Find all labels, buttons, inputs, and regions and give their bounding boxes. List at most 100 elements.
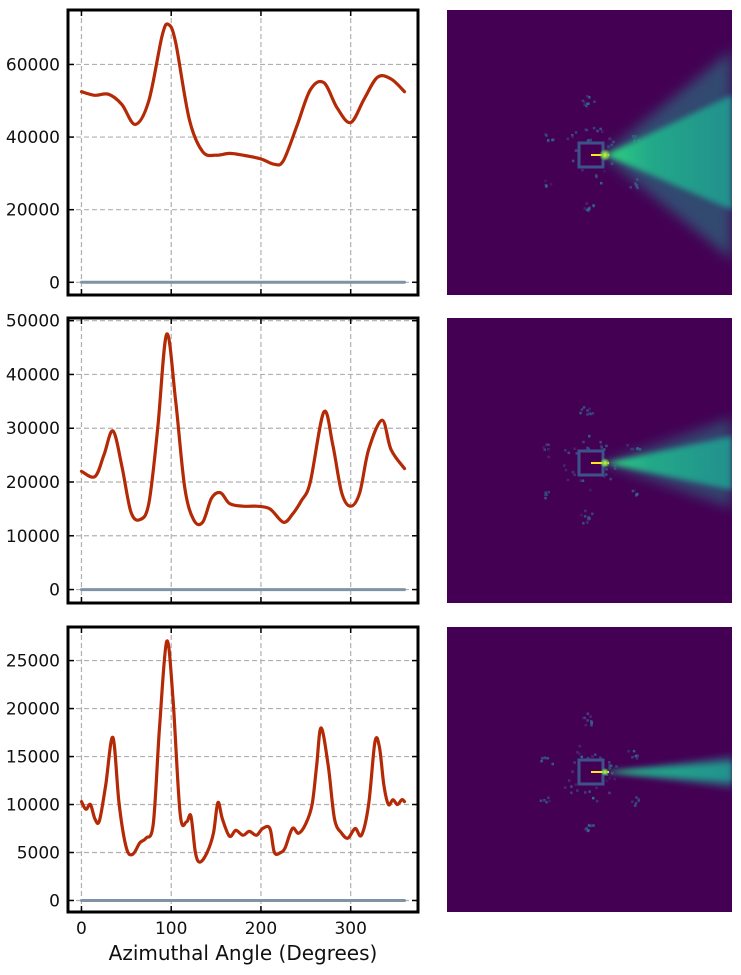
y-tick-label: 10000 [6,527,60,547]
speckle-pixel [590,720,593,723]
speckle-pixel [582,522,585,525]
speckle-pixel [547,490,550,494]
speckle-pixel [599,440,602,444]
speckle-pixel [571,770,574,773]
speckle-pixel [627,750,630,753]
speckle-pixel [605,468,608,471]
speckle-pixel [592,824,595,827]
beam-core [605,436,732,490]
speckle-pixel [603,170,606,173]
speckle-pixel [583,716,586,720]
speckle-pixel [608,761,611,764]
speckle-pixel [574,783,577,786]
speckle-pixel [587,209,590,213]
speckle-pixel [634,754,638,758]
intensity-series-line [79,332,407,527]
speckle-pixel [608,777,611,780]
speckle-pixel [633,804,637,807]
speckle-pixel [544,493,547,497]
speckle-pixel [545,185,548,188]
speckle-pixel [631,756,634,759]
speckle-pixel [539,799,543,802]
speckle-pixel [545,134,548,137]
direct-beam-spot [600,458,610,468]
detector-image-1 [447,10,732,295]
speckle-pixel [610,143,613,147]
speckle-pixel [591,412,595,415]
speckle-pixel [576,789,579,792]
y-tick-label: 60000 [6,55,60,75]
line-panel-3: 0 5000 10000 15000 20000 25000 0 100 200 300 [6,625,420,939]
speckle-pixel [601,130,604,133]
direct-beam-spot [599,149,611,161]
panel-background [68,627,418,912]
speckle-pixel [605,473,608,476]
speckle-pixel [632,749,636,753]
speckle-pixel [608,767,611,770]
speckle-pixel [613,467,617,470]
speckle-pixel [631,489,635,493]
speckle-pixel [586,719,589,722]
speckle-pixel [592,204,595,207]
speckle-pixel [584,103,588,106]
speckle-pixel [600,181,603,185]
speckle-pixel [609,764,613,767]
speckle-pixel [543,798,546,802]
panel-background [68,10,418,295]
speckle-pixel [546,757,550,760]
speckle-pixel [584,723,588,727]
speckle-pixel [589,715,592,718]
speckle-pixel [579,479,582,482]
beam-core [605,95,732,210]
speckle-pixel [573,473,576,477]
speckle-pixel [587,518,590,521]
speckle-pixel [567,779,571,782]
x-axis-label: Azimuthal Angle (Degrees) [109,941,378,965]
speckle-pixel [600,446,603,449]
speckle-pixel [580,755,583,759]
speckle-pixel [633,489,636,492]
speckle-pixel [581,716,585,720]
speckle-pixel [608,137,611,141]
speckle-pixel [583,103,586,106]
speckle-pixel [586,521,589,524]
panel-frame [66,316,420,605]
speckle-pixel [636,754,639,757]
speckle-pixel [612,140,615,144]
series-lines [79,332,407,592]
speckle-pixel [572,470,575,474]
y-tick-label: 20000 [6,201,60,221]
x-tick-label: 100 [155,919,187,939]
y-tick-label: 0 [49,891,60,911]
speckle-pixel [608,791,611,795]
speckle-pixel [599,444,603,448]
x-tick-label: 300 [334,919,366,939]
speckle-pixel [542,445,545,449]
speckle-pixel [610,162,614,165]
speckle-pixel [609,477,612,481]
y-tick-label: 30000 [6,419,60,439]
speckle-pixel [566,137,570,141]
detector-image-2 [447,318,732,603]
y-tick-label: 15000 [6,748,60,768]
speckle-pixel [587,824,591,827]
speckle-pixel [586,413,589,416]
speckle-pixel [596,129,599,133]
speckle-pixel [540,759,543,763]
speckle-pixel [605,779,609,783]
speckle-pixel [545,443,548,446]
speckle-pixel [566,478,570,482]
speckle-pixel [581,99,585,103]
speckle-pixel [585,104,588,108]
speckle-pixel [543,756,546,759]
speckle-pixel [579,411,582,415]
x-tick-label: 200 [245,919,277,939]
speckle-pixel [636,186,639,190]
speckle-pixel [594,753,597,756]
speckle-pixel [637,799,640,802]
speckle-pixel [541,757,544,760]
y-tick-label: 20000 [6,700,60,720]
speckle-pixel [581,479,585,482]
series-lines [79,22,407,284]
